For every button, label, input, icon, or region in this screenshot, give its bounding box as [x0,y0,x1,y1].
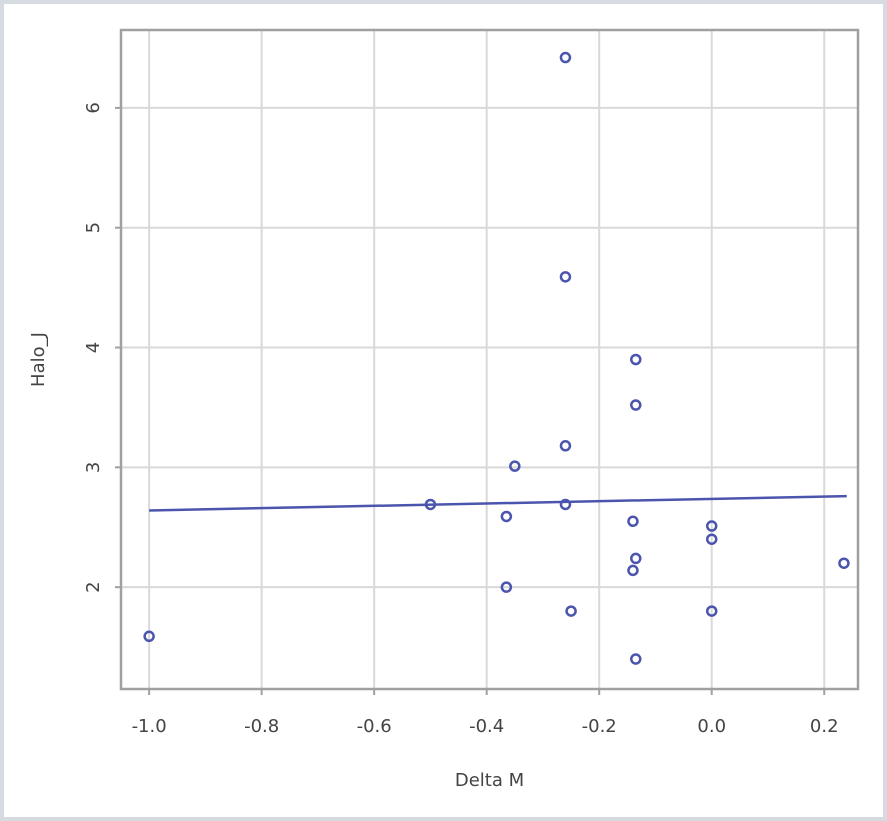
scatter-point [559,271,572,283]
y-axis-title: Halo_J [28,332,49,387]
scatter-point [630,399,642,411]
fit-line-layer [149,494,847,512]
plot-area-border [119,28,860,691]
grid-lines [121,30,858,689]
y-tick-label: 5 [83,222,104,233]
scatter-point [630,653,642,665]
x-tick-label: -0.6 [357,716,392,737]
y-tick-label: 4 [83,342,104,353]
x-tick-label: 0.2 [810,716,839,737]
y-tick-label: 2 [83,581,104,592]
scatter-point [705,533,718,545]
x-tick-label: 0.0 [697,716,726,737]
scatter-point [705,605,718,617]
x-tick-label: -1.0 [132,716,167,737]
scatter-point [559,498,572,511]
y-axis-ticks: 2 3 4 5 6 [83,102,121,593]
scatter-point [500,510,513,523]
regression-line [149,494,847,512]
scatter-point [630,552,642,565]
scatter-point [630,353,642,366]
scatter-point [705,520,718,532]
data-points [143,51,850,665]
scatter-point [143,630,155,643]
scatter-point [838,557,850,569]
y-tick-label: 6 [83,102,104,113]
y-tick-label: 3 [83,462,104,473]
scatter-point [627,515,639,528]
scatter-point [424,498,437,511]
x-tick-label: -0.8 [244,716,279,737]
scatter-point [509,460,521,472]
scatter-point [559,51,572,64]
x-axis-title: Delta M [455,770,524,791]
scatter-point [627,564,639,577]
scatter-point [500,581,513,593]
scatter-point [565,605,577,617]
scatter-point [559,440,572,452]
x-axis-ticks: -1.0 -0.8 -0.6 -0.4 -0.2 0.0 0.2 [132,689,839,737]
x-tick-label: -0.4 [469,716,504,737]
x-tick-label: -0.2 [582,716,617,737]
